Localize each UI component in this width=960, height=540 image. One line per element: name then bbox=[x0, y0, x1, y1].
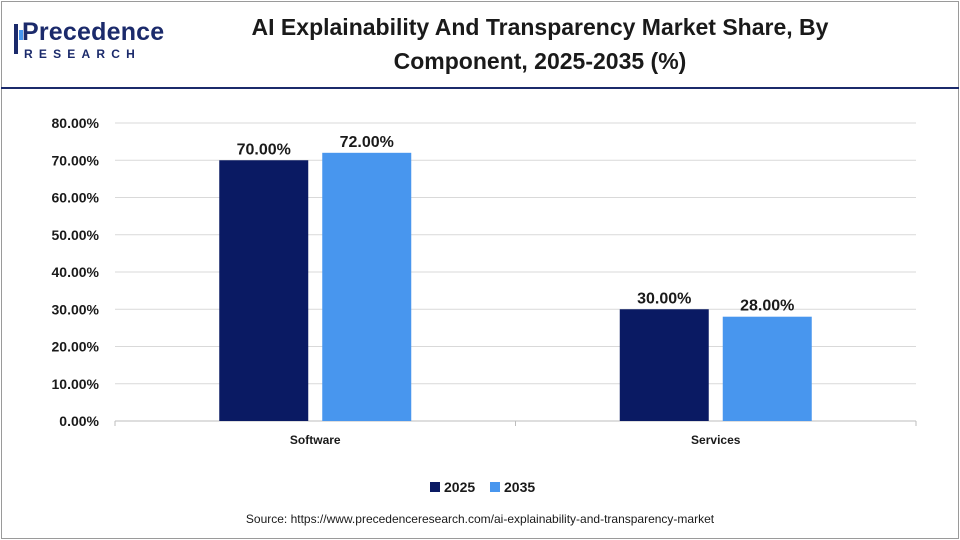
legend: 2025 2035 bbox=[430, 479, 535, 495]
x-axis-ticks: Software Services bbox=[114, 421, 917, 447]
legend-swatch bbox=[430, 482, 440, 492]
y-tick-label: 50.00% bbox=[52, 227, 100, 243]
precedence-research-logo: Precedence RESEARCH bbox=[14, 14, 164, 66]
chart-title-line-2: Component, 2025-2035 (%) bbox=[393, 48, 687, 74]
y-tick-label: 30.00% bbox=[52, 301, 100, 317]
bar-2025-software bbox=[219, 160, 309, 421]
header-divider bbox=[1, 87, 959, 89]
bar-chart: 0.00% 10.00% 20.00% 30.00% 40.00% 50.00% 60.00… bbox=[52, 115, 917, 495]
data-label: 70.00% bbox=[237, 141, 291, 158]
bar-2035-services bbox=[722, 316, 812, 421]
legend-label: 2035 bbox=[504, 479, 535, 495]
y-axis-ticks: 0.00% 10.00% 20.00% 30.00% 40.00% 50.00% 60.00… bbox=[52, 115, 100, 429]
x-tick-label: Software bbox=[290, 433, 341, 447]
logo-mark-icon bbox=[14, 24, 23, 54]
logo-subtitle: RESEARCH bbox=[24, 47, 141, 61]
y-tick-label: 40.00% bbox=[52, 264, 100, 280]
data-label: 30.00% bbox=[637, 290, 691, 307]
y-tick-label: 0.00% bbox=[59, 413, 99, 429]
legend-label: 2025 bbox=[444, 479, 475, 495]
chart-title: AI Explainability And Transparency Marke… bbox=[200, 10, 880, 78]
bar-2035-software bbox=[322, 152, 412, 422]
y-tick-label: 10.00% bbox=[52, 376, 100, 392]
data-label: 72.00% bbox=[340, 134, 394, 151]
source-note: Source: https://www.precedenceresearch.c… bbox=[245, 512, 715, 526]
y-tick-label: 70.00% bbox=[52, 152, 100, 168]
y-tick-label: 60.00% bbox=[52, 190, 100, 206]
chart-title-line-1: AI Explainability And Transparency Marke… bbox=[251, 14, 829, 40]
bar-2025-services bbox=[619, 309, 709, 421]
logo-wordmark: Precedence bbox=[22, 18, 165, 46]
header: Precedence RESEARCH AI Explainability An… bbox=[0, 0, 960, 88]
data-label: 28.00% bbox=[740, 298, 794, 315]
legend-swatch bbox=[490, 482, 500, 492]
y-tick-label: 20.00% bbox=[52, 339, 100, 355]
x-tick-label: Services bbox=[691, 433, 741, 447]
y-tick-label: 80.00% bbox=[52, 115, 100, 131]
bars: 70.00% 72.00% 30.00% 28.00% bbox=[219, 134, 812, 422]
